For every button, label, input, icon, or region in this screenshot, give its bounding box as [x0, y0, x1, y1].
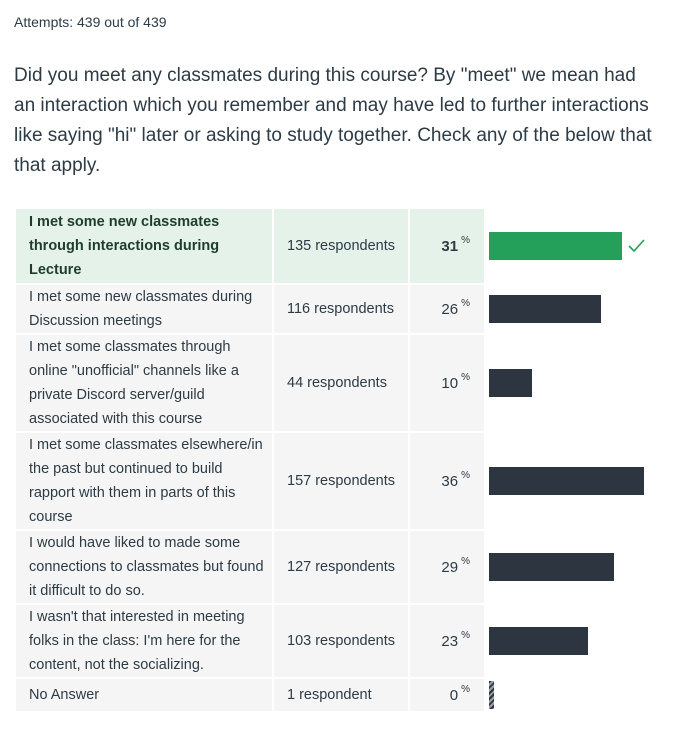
percent-value: 23%	[410, 605, 484, 677]
answer-label: No Answer	[16, 679, 272, 711]
percent-bar	[489, 369, 532, 397]
percent-sign: %	[461, 297, 470, 309]
percent-value: 29%	[410, 531, 484, 603]
percent-sign: %	[461, 555, 470, 567]
answer-results-table: I met some new classmates through intera…	[16, 209, 676, 713]
percent-number: 29	[441, 558, 459, 576]
percent-bar	[489, 553, 614, 581]
percent-number: 10	[441, 374, 459, 392]
percent-sign: %	[461, 371, 470, 383]
answer-label: I wasn't that interested in meeting folk…	[16, 605, 272, 677]
answer-label: I met some classmates elsewhere/in the p…	[16, 433, 272, 529]
percent-value: 31%	[410, 209, 484, 283]
answer-label: I met some new classmates through intera…	[16, 209, 272, 283]
percent-value: 0%	[410, 679, 484, 711]
respondent-count: 135 respondents	[274, 209, 408, 283]
percent-bar	[489, 627, 588, 655]
percent-sign: %	[461, 234, 470, 246]
respondent-count: 44 respondents	[274, 335, 408, 431]
bar-cell	[484, 209, 662, 283]
bar-cell	[484, 679, 662, 711]
percent-sign: %	[461, 629, 470, 641]
respondent-count: 127 respondents	[274, 531, 408, 603]
check-icon	[628, 239, 645, 253]
bar-cell	[484, 605, 662, 677]
bar-cell	[484, 285, 662, 333]
attempts-count: Attempts: 439 out of 439	[14, 14, 167, 30]
percent-bar	[489, 467, 644, 495]
bar-cell	[484, 433, 662, 529]
answer-row: I met some classmates through online "un…	[16, 335, 676, 433]
answer-row: I met some new classmates through intera…	[16, 209, 676, 285]
percent-value: 26%	[410, 285, 484, 333]
percent-sign: %	[461, 469, 470, 481]
percent-number: 23	[441, 632, 459, 650]
respondent-count: 103 respondents	[274, 605, 408, 677]
percent-bar	[489, 232, 622, 260]
respondent-count: 157 respondents	[274, 433, 408, 529]
answer-row: I met some new classmates during Discuss…	[16, 285, 676, 335]
answer-row: No Answer 1 respondent 0%	[16, 679, 676, 713]
respondent-count: 116 respondents	[274, 285, 408, 333]
percent-number: 31	[441, 237, 459, 255]
answer-label: I would have liked to made some connecti…	[16, 531, 272, 603]
respondent-count: 1 respondent	[274, 679, 408, 711]
percent-number: 0	[449, 686, 459, 704]
answer-row: I met some classmates elsewhere/in the p…	[16, 433, 676, 531]
percent-value: 10%	[410, 335, 484, 431]
percent-sign: %	[461, 683, 470, 695]
percent-number: 36	[441, 472, 459, 490]
percent-number: 26	[441, 300, 459, 318]
answer-label: I met some new classmates during Discuss…	[16, 285, 272, 333]
question-text: Did you meet any classmates during this …	[14, 65, 652, 176]
percent-bar	[489, 681, 494, 709]
answer-row: I wasn't that interested in meeting folk…	[16, 605, 676, 679]
answer-label: I met some classmates through online "un…	[16, 335, 272, 431]
answer-row: I would have liked to made some connecti…	[16, 531, 676, 605]
percent-bar	[489, 295, 601, 323]
percent-value: 36%	[410, 433, 484, 529]
bar-cell	[484, 531, 662, 603]
bar-cell	[484, 335, 662, 431]
